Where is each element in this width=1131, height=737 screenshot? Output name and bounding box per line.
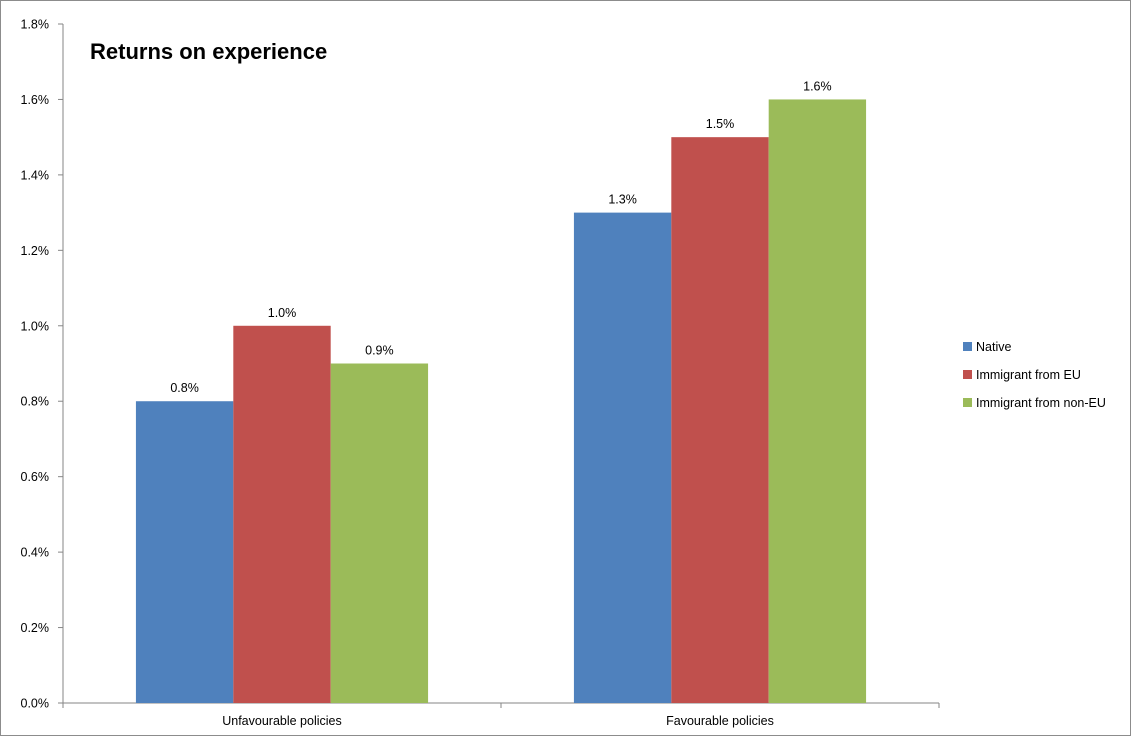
legend-label-immigrant-from-eu: Immigrant from EU	[976, 368, 1081, 382]
data-label: 0.8%	[170, 381, 199, 395]
data-label: 1.3%	[608, 193, 637, 207]
legend-label-immigrant-from-non-eu: Immigrant from non-EU	[976, 396, 1106, 410]
bars-group	[135, 99, 867, 703]
legend: Native Immigrant from EU Immigrant from no…	[963, 340, 1106, 410]
legend-label-native: Native	[976, 340, 1011, 354]
x-tick-label: Favourable policies	[666, 714, 774, 728]
bar-native-unfavourable-policies	[135, 401, 234, 703]
bar-immigrant-from-eu-favourable-policies	[671, 137, 769, 703]
data-label: 0.9%	[365, 344, 394, 358]
y-tick-label: 1.0%	[21, 319, 50, 333]
legend-swatch-native	[963, 342, 972, 351]
data-labels-group: 0.8% 1.0% 0.9% 1.3% 1.5% 1.6%	[170, 79, 831, 395]
y-tick-label: 0.6%	[21, 470, 50, 484]
data-label: 1.6%	[803, 79, 832, 93]
y-tick-label: 1.2%	[21, 244, 50, 258]
data-label: 1.0%	[268, 306, 297, 320]
x-axis: Unfavourable policies Favourable policies	[62, 702, 940, 728]
y-tick-label: 0.2%	[21, 621, 50, 635]
legend-swatch-immigrant-from-non-eu	[963, 398, 972, 407]
bar-immigrant-from-eu-unfavourable-policies	[233, 325, 331, 703]
legend-swatch-immigrant-from-eu	[963, 370, 972, 379]
y-tick-label: 1.6%	[21, 93, 50, 107]
data-label: 1.5%	[706, 117, 735, 131]
x-tick-label: Unfavourable policies	[222, 714, 342, 728]
y-axis: 0.0% 0.2% 0.4% 0.6% 0.8% 1.0% 1.2% 1.4% 1.6% 1.8%	[21, 18, 64, 711]
bar-immigrant-from-non-eu-unfavourable-policies	[330, 363, 429, 703]
y-tick-label: 0.0%	[21, 697, 50, 711]
y-tick-label: 1.8%	[21, 18, 50, 32]
y-tick-label: 1.4%	[21, 168, 50, 182]
y-tick-label: 0.4%	[21, 546, 50, 560]
chart-title: Returns on experience	[90, 39, 327, 64]
bar-immigrant-from-non-eu-favourable-policies	[768, 99, 867, 703]
y-tick-label: 0.8%	[21, 395, 50, 409]
bar-native-favourable-policies	[573, 212, 672, 703]
